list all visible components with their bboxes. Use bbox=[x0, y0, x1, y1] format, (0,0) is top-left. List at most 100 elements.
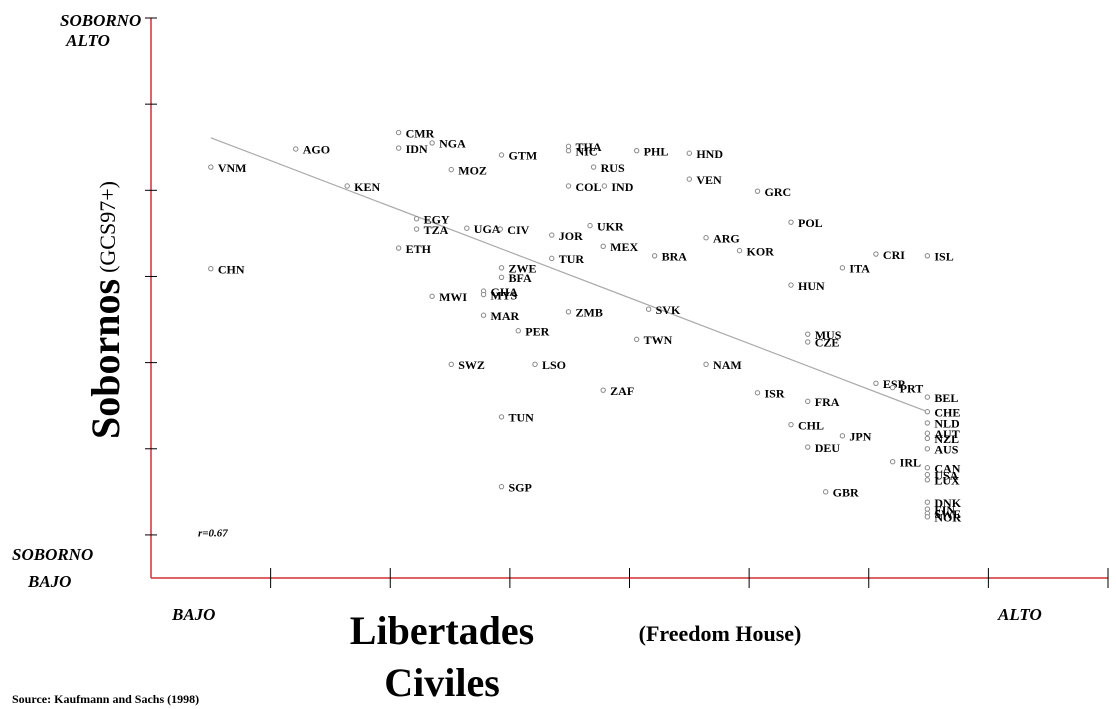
point-label: AUT bbox=[934, 427, 959, 441]
point-label: JOR bbox=[559, 229, 583, 243]
x-low-label: BAJO bbox=[171, 605, 215, 624]
point bbox=[448, 166, 454, 173]
point bbox=[480, 291, 487, 298]
point-label: COL bbox=[575, 180, 601, 194]
point bbox=[565, 309, 572, 315]
point bbox=[565, 143, 572, 150]
point-label: MWI bbox=[439, 290, 467, 304]
point bbox=[839, 265, 846, 271]
point-label: GBR bbox=[833, 486, 859, 500]
point bbox=[703, 361, 709, 368]
point bbox=[429, 293, 435, 299]
point bbox=[208, 266, 214, 272]
point bbox=[532, 361, 538, 368]
point bbox=[395, 145, 402, 151]
point bbox=[448, 361, 454, 368]
point-label: DNK bbox=[934, 496, 961, 510]
point-label: FIN bbox=[934, 503, 955, 517]
point-label: ESP bbox=[883, 377, 905, 391]
point bbox=[686, 150, 693, 156]
point bbox=[633, 336, 640, 343]
point bbox=[413, 216, 420, 222]
point bbox=[395, 129, 402, 136]
point bbox=[788, 421, 794, 428]
point bbox=[498, 483, 505, 490]
point-label: IND bbox=[611, 180, 633, 194]
point-label: MYS bbox=[491, 288, 518, 302]
point bbox=[873, 380, 879, 386]
point bbox=[805, 331, 811, 337]
point-label: GTM bbox=[509, 149, 538, 163]
point bbox=[464, 225, 470, 231]
point-label: THA bbox=[575, 140, 601, 154]
point-label: SWE bbox=[934, 507, 961, 521]
point bbox=[839, 433, 846, 439]
point-label: ITA bbox=[849, 262, 870, 276]
y-axis-title-main: Sobornos bbox=[83, 279, 128, 439]
point-label: BEL bbox=[934, 391, 958, 405]
point-label: TUN bbox=[509, 411, 535, 425]
point bbox=[395, 245, 402, 251]
source: Source: Kaufmann and Sachs (1998) bbox=[12, 692, 199, 706]
point-label: LUX bbox=[934, 474, 960, 488]
point bbox=[889, 384, 896, 391]
point bbox=[498, 414, 505, 420]
point-label: USA bbox=[934, 468, 958, 482]
point-label: MAR bbox=[491, 309, 520, 323]
point-label: CMR bbox=[406, 126, 435, 140]
y-low-label: BAJO bbox=[27, 572, 71, 591]
point bbox=[565, 183, 572, 189]
point-label: CAN bbox=[934, 461, 960, 475]
point-label: RUS bbox=[601, 161, 625, 175]
point bbox=[754, 390, 761, 396]
point bbox=[429, 140, 435, 146]
point bbox=[788, 219, 794, 225]
point bbox=[633, 147, 640, 154]
point-label: EGY bbox=[424, 212, 450, 226]
point bbox=[924, 420, 931, 426]
point bbox=[924, 514, 931, 520]
point bbox=[788, 282, 794, 288]
point-label: CZE bbox=[815, 336, 840, 350]
point-label: TWN bbox=[644, 333, 673, 347]
point-label: UGA bbox=[474, 222, 501, 236]
y-high-label: ALTO bbox=[65, 31, 110, 50]
point bbox=[924, 471, 931, 478]
point-label: KEN bbox=[354, 180, 380, 194]
point-label: VEN bbox=[696, 173, 722, 187]
point-label: JPN bbox=[849, 430, 871, 444]
point bbox=[873, 251, 879, 257]
point-label: CRI bbox=[883, 248, 905, 262]
x-high-label: ALTO bbox=[997, 605, 1042, 624]
point-label: CIV bbox=[507, 223, 529, 237]
point bbox=[497, 226, 504, 232]
point bbox=[924, 499, 931, 505]
point-label: NIC bbox=[575, 144, 597, 158]
point-label: MUS bbox=[815, 328, 842, 342]
point bbox=[736, 247, 743, 254]
point bbox=[498, 265, 505, 271]
point bbox=[805, 339, 811, 345]
trend-line bbox=[210, 137, 928, 413]
point-label: ARG bbox=[713, 231, 740, 245]
point-label: FRA bbox=[815, 395, 840, 409]
point bbox=[587, 222, 593, 229]
point bbox=[924, 253, 931, 259]
point bbox=[924, 430, 931, 436]
point bbox=[805, 444, 811, 450]
point-label: DEU bbox=[815, 441, 841, 455]
point-label: AGO bbox=[303, 143, 330, 157]
point bbox=[549, 232, 555, 238]
point-label: ZMB bbox=[575, 306, 602, 320]
annotation: r=0.67 bbox=[198, 528, 228, 540]
point bbox=[208, 164, 214, 170]
point-label: SGP bbox=[509, 480, 532, 494]
point bbox=[924, 394, 931, 400]
point-label: ISR bbox=[764, 387, 784, 401]
point bbox=[924, 506, 931, 512]
point-label: NLD bbox=[934, 417, 960, 431]
point-label: CHN bbox=[218, 262, 245, 276]
point-label: KOR bbox=[747, 244, 775, 258]
point-label: CHE bbox=[934, 405, 960, 419]
